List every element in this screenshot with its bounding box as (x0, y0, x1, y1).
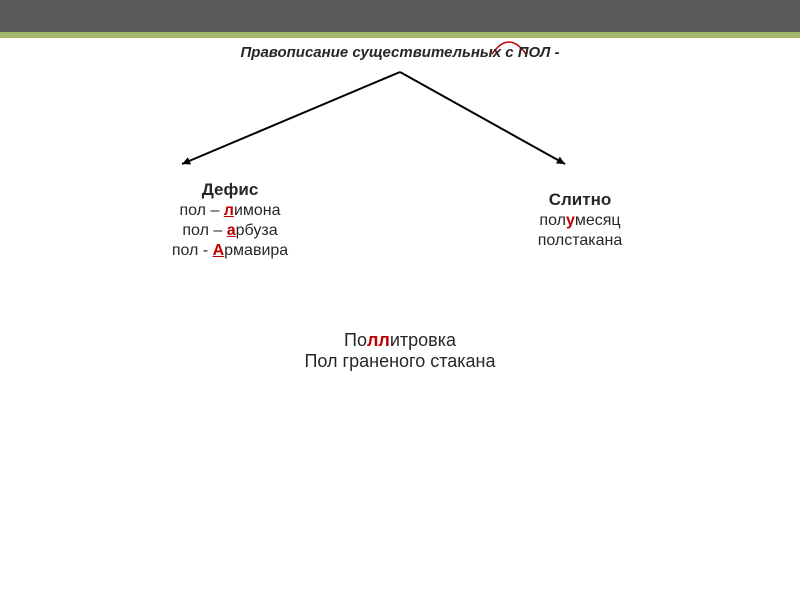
page-title: Правописание существительных с ПОЛ - (0, 44, 800, 61)
branch-left-title: Дефис (202, 180, 259, 199)
branch-left-line-0: пол – лимона (120, 202, 340, 220)
branch-arrows (0, 62, 800, 182)
text: пол – (179, 202, 223, 219)
title-prefix: Правописание существительных с ПО (241, 44, 541, 61)
highlight: л (224, 202, 234, 219)
highlight: А (213, 242, 225, 259)
header-accent-band (0, 32, 800, 38)
branch-right-title: Слитно (549, 190, 612, 209)
header-grey-band (0, 0, 800, 32)
branch-left-line-2: пол - Армавира (120, 242, 340, 260)
highlight: а (227, 222, 236, 239)
text: рбуза (236, 222, 278, 239)
branch-left: Дефис пол – лимона пол – арбуза пол - Ар… (120, 180, 340, 260)
footer-line-1: Пол граненого стакана (0, 351, 800, 372)
title-suffix: Л - (540, 44, 559, 61)
text: рмавира (224, 242, 288, 259)
highlight: у (566, 212, 575, 229)
text: Пол граненого стакана (304, 351, 495, 371)
header-bands (0, 0, 800, 38)
branch-left-line-1: пол – арбуза (120, 222, 340, 240)
text: полстакана (538, 232, 623, 249)
text: пол – (182, 222, 226, 239)
branch-right-line-0: полумесяц (470, 212, 690, 230)
text: итровка (390, 330, 456, 350)
branch-right-line-1: полстакана (470, 232, 690, 250)
footer-block: Поллитровка Пол граненого стакана (0, 330, 800, 372)
text: пол (539, 212, 566, 229)
footer-line-0: Поллитровка (0, 330, 800, 351)
branch-right: Слитно полумесяц полстакана (470, 190, 690, 250)
text: месяц (575, 212, 621, 229)
highlight: лл (367, 330, 390, 350)
text: имона (234, 202, 281, 219)
text: По (344, 330, 367, 350)
text: пол - (172, 242, 213, 259)
